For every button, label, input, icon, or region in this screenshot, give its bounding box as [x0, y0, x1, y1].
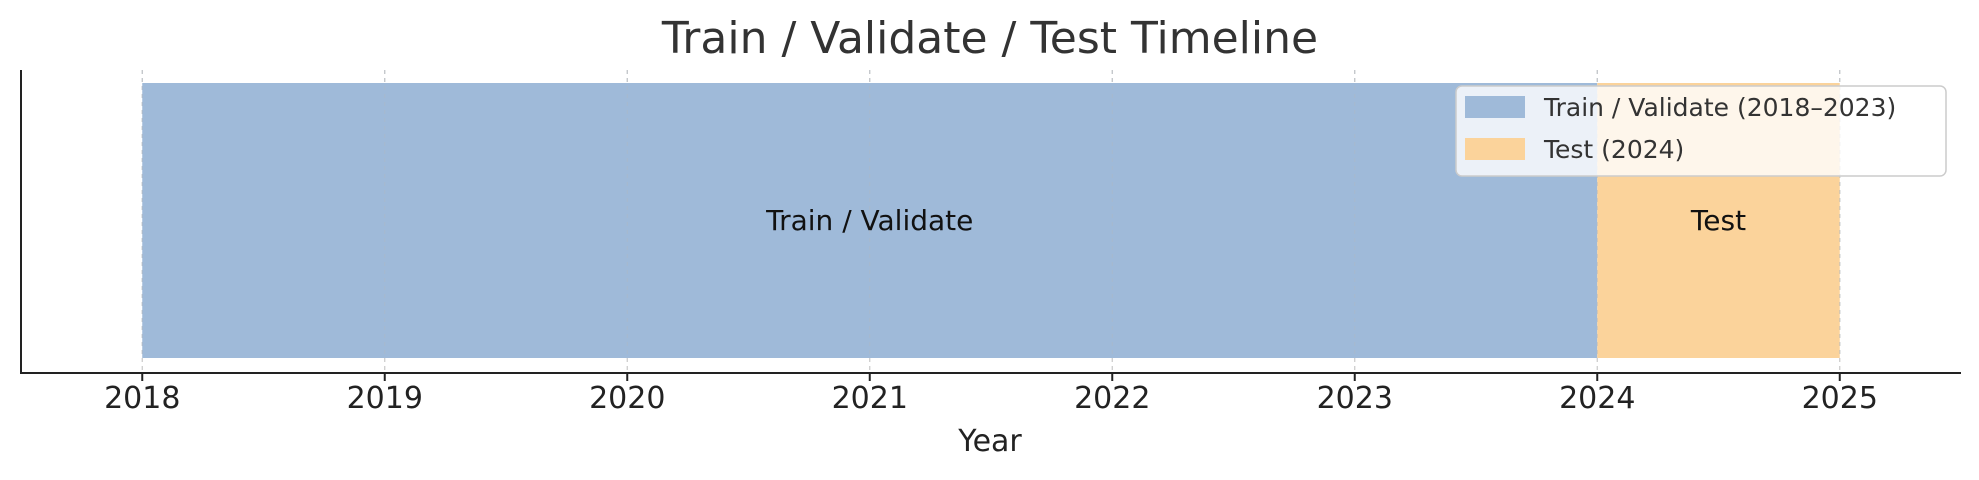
x-tick-label-2019: 2019 — [347, 381, 423, 416]
span-label-1: Test — [1690, 204, 1746, 237]
span-labels: Train / Validate Test — [141, 70, 1841, 358]
legend-label-0: Train / Validate (2018–2023) — [1543, 93, 1896, 122]
legend: Train / Validate (2018–2023) Test (2024) — [1455, 85, 1947, 177]
x-axis-ticks: 2018 2019 2020 2021 2022 2023 2024 2025 — [104, 373, 1878, 416]
legend-label-1: Test (2024) — [1543, 135, 1684, 164]
legend-swatch-1 — [1465, 138, 1525, 160]
x-tick-label-2023: 2023 — [1317, 381, 1393, 416]
x-tick-label-2022: 2022 — [1074, 381, 1150, 416]
legend-swatch-0 — [1465, 96, 1525, 118]
chart-title: Train / Validate / Test Timeline — [661, 13, 1318, 64]
x-tick-label-2024: 2024 — [1559, 381, 1635, 416]
x-tick-label-2021: 2021 — [832, 381, 908, 416]
x-axis-label: Year — [957, 424, 1022, 459]
x-tick-label-2025: 2025 — [1802, 381, 1878, 416]
x-tick-label-2018: 2018 — [104, 381, 180, 416]
legend-box — [1455, 85, 1947, 177]
x-tick-label-2020: 2020 — [589, 381, 665, 416]
